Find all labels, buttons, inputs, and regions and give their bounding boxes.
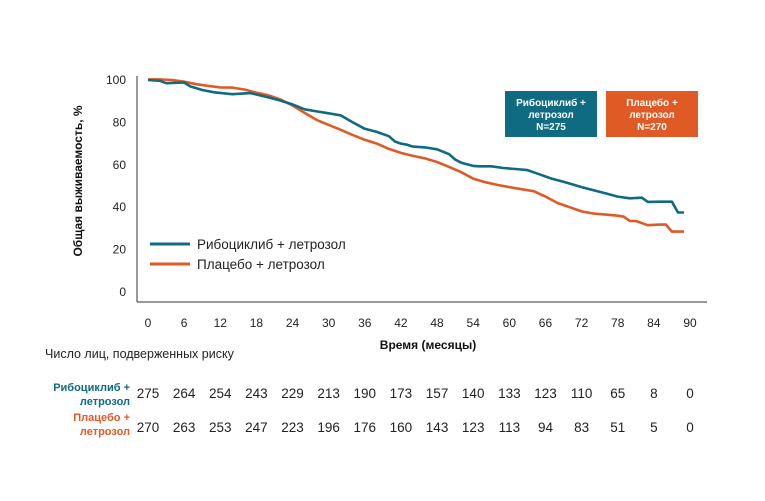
x-tick-label: 60 bbox=[503, 316, 517, 330]
risk-cell: 223 bbox=[281, 420, 304, 435]
risk-row-label-placebo-line2: летрозол bbox=[79, 426, 130, 438]
annotation-box-ribociclib: Рибоциклиб + летрозол N=275 bbox=[505, 91, 597, 137]
annotation-placebo-line3: N=270 bbox=[637, 122, 667, 133]
risk-cell: 243 bbox=[245, 386, 268, 401]
annotation-box-placebo-bg bbox=[606, 91, 698, 137]
x-axis: 0 6 12 18 24 30 36 42 48 54 60 66 72 78 84 90 bbox=[137, 301, 707, 330]
risk-cell: 176 bbox=[353, 420, 377, 435]
x-tick-label: 54 bbox=[467, 316, 481, 330]
risk-cell: 253 bbox=[209, 420, 232, 435]
risk-cell: 263 bbox=[172, 420, 196, 435]
risk-cell: 264 bbox=[172, 386, 196, 401]
y-tick-label: 0 bbox=[119, 285, 126, 299]
risk-cell: 5 bbox=[650, 420, 658, 435]
y-axis: 0 20 40 60 80 100 bbox=[106, 73, 138, 302]
risk-cell: 254 bbox=[209, 386, 232, 401]
annotation-ribociclib-line2: летрозол bbox=[528, 110, 574, 121]
y-tick-label: 60 bbox=[113, 158, 127, 172]
risk-cell: 0 bbox=[686, 420, 694, 435]
risk-cell: 113 bbox=[498, 420, 521, 435]
annotation-placebo-line2: летрозол bbox=[629, 110, 675, 121]
annotation-box-placebo: Плацебо + летрозол N=270 bbox=[606, 91, 698, 137]
risk-cell: 83 bbox=[574, 420, 590, 435]
risk-cell: 140 bbox=[461, 386, 485, 401]
annotation-placebo-line1: Плацебо + bbox=[626, 97, 678, 109]
risk-row-label-placebo-line1: Плацебо + bbox=[73, 412, 130, 424]
risk-row-label-placebo: Плацебо + летрозол bbox=[0, 411, 130, 439]
x-tick-label: 6 bbox=[181, 316, 188, 330]
risk-cell: 133 bbox=[498, 386, 521, 401]
risk-cell: 275 bbox=[136, 386, 160, 401]
x-tick-label: 78 bbox=[611, 316, 625, 330]
series-line-ribociclib bbox=[147, 78, 684, 214]
annotation-ribociclib-line1: Рибоциклиб + bbox=[516, 97, 586, 109]
series-line-placebo bbox=[148, 78, 684, 233]
x-tick-label: 36 bbox=[358, 316, 372, 330]
legend: Рибоциклиб + летрозол Плацебо + летрозол bbox=[150, 237, 346, 272]
x-tick-label: 0 bbox=[145, 316, 152, 330]
x-tick-label: 30 bbox=[322, 316, 336, 330]
risk-cell: 229 bbox=[281, 386, 304, 401]
risk-row-label-ribociclib-line1: Рибоциклиб + bbox=[53, 382, 130, 394]
x-tick-label: 90 bbox=[683, 316, 697, 330]
risk-cell: 65 bbox=[610, 386, 626, 401]
risk-cell: 110 bbox=[570, 386, 593, 401]
risk-row-label-ribociclib: Рибоциклиб + летрозол bbox=[0, 381, 130, 409]
x-tick-label: 12 bbox=[214, 316, 228, 330]
y-tick-label: 80 bbox=[113, 115, 127, 129]
legend-label-ribociclib: Рибоциклиб + летрозол bbox=[197, 237, 346, 252]
risk-cell: 143 bbox=[425, 420, 449, 435]
risk-cell: 51 bbox=[610, 420, 626, 435]
risk-cell: 213 bbox=[317, 386, 340, 401]
risk-cell: 123 bbox=[534, 386, 557, 401]
y-tick-label: 20 bbox=[113, 243, 127, 257]
x-tick-label: 84 bbox=[647, 316, 661, 330]
risk-cell: 157 bbox=[425, 386, 449, 401]
risk-cell: 190 bbox=[353, 386, 377, 401]
x-tick-label: 24 bbox=[286, 316, 300, 330]
risk-table-title: Число лиц, подверженных риску bbox=[45, 347, 234, 361]
x-tick-label: 72 bbox=[575, 316, 589, 330]
risk-cell: 94 bbox=[537, 420, 553, 435]
risk-cell: 247 bbox=[245, 420, 268, 435]
series-lines bbox=[147, 78, 684, 233]
x-tick-label: 18 bbox=[250, 316, 264, 330]
x-tick-label: 42 bbox=[394, 316, 408, 330]
risk-row-label-ribociclib-line2: летрозол bbox=[79, 396, 130, 408]
annotation-box-ribociclib-bg bbox=[505, 91, 597, 137]
risk-cell: 0 bbox=[686, 386, 694, 401]
y-tick-label: 100 bbox=[106, 73, 126, 87]
legend-label-placebo: Плацебо + летрозол bbox=[197, 257, 325, 272]
risk-cell: 173 bbox=[389, 386, 413, 401]
risk-cell: 270 bbox=[136, 420, 160, 435]
risk-cell: 123 bbox=[461, 420, 485, 435]
y-axis-title: Общая выживаемость, % bbox=[71, 105, 85, 256]
x-axis-title: Время (месяцы) bbox=[380, 338, 476, 352]
y-tick-label: 40 bbox=[113, 200, 127, 214]
risk-cell: 196 bbox=[317, 420, 340, 435]
annotation-ribociclib-line3: N=275 bbox=[536, 122, 566, 133]
y-tick-labels: 0 20 40 60 80 100 bbox=[106, 73, 126, 299]
x-tick-label: 48 bbox=[430, 316, 444, 330]
x-tick-label: 66 bbox=[539, 316, 553, 330]
x-tick-labels: 0 6 12 18 24 30 36 42 48 54 60 66 72 78 84 90 bbox=[145, 316, 697, 330]
risk-cell: 160 bbox=[389, 420, 413, 435]
risk-cell: 8 bbox=[650, 386, 658, 401]
